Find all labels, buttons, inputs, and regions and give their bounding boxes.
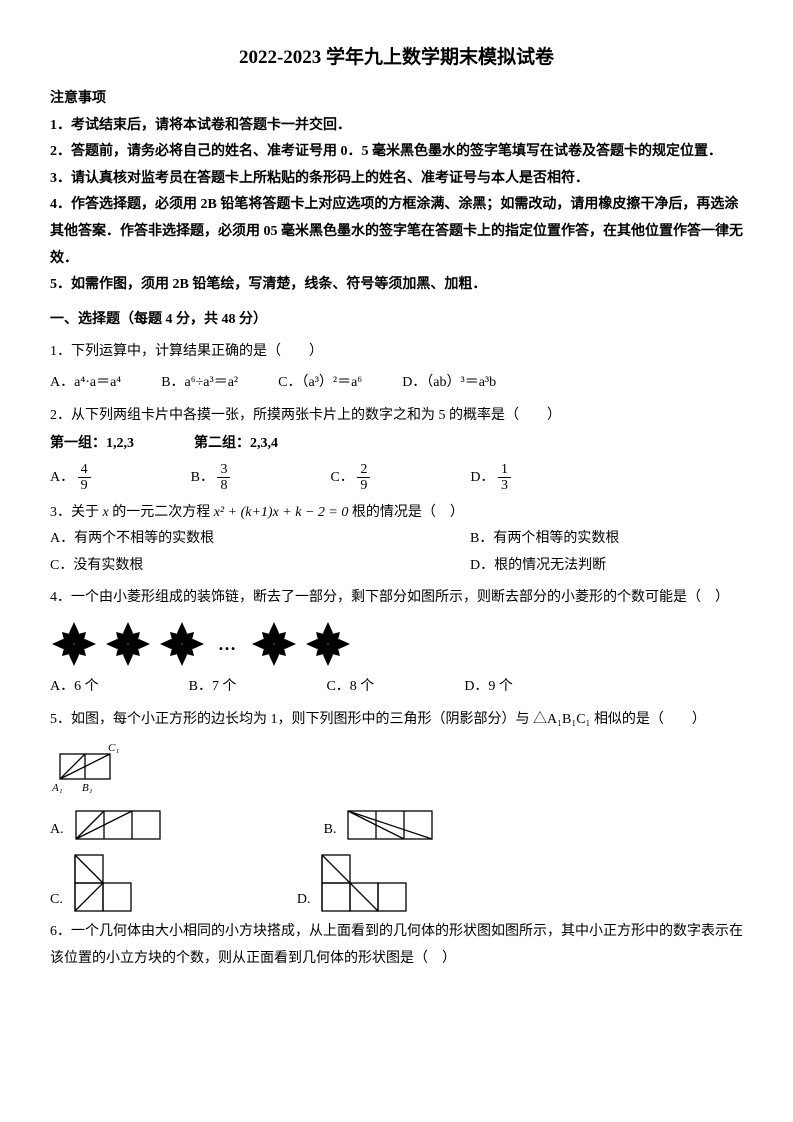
opt-label: C． [330, 470, 353, 485]
rhombus-cluster-icon [50, 620, 98, 668]
opt-label: B. [324, 817, 337, 844]
notice-line: 5．如需作图，须用 2B 铅笔绘，写清楚，线条、符号等须加黑、加粗． [50, 272, 743, 299]
q2-options: A． 49 B． 38 C． 29 D． 13 [50, 462, 743, 494]
q5-opt-c: C. [50, 853, 137, 913]
q3-opt-d: D．根的情况无法判断 [470, 553, 670, 580]
q3-pre: 3．关于 [50, 505, 103, 520]
q5-fig-b-icon [346, 809, 436, 843]
q5-opt-d: D. [297, 853, 411, 913]
q3-eq: x² + (k+1)x + k − 2 = 0 [214, 505, 349, 520]
q5-stem: 5．如图，每个小正方形的边长均为 1，则下列图形中的三角形（阴影部分）与 △A₁… [50, 707, 743, 734]
label-a1: A₁ [51, 782, 63, 794]
q5-fig-d-icon [320, 853, 410, 913]
q4-opt-b: B．7 个 [189, 674, 237, 701]
ellipsis-icon: … [218, 627, 238, 661]
q2-groups: 第一组：1,2,3 第二组：2,3,4 [50, 431, 743, 458]
question-3: 3．关于 x 的一元二次方程 x² + (k+1)x + k − 2 = 0 根… [50, 500, 743, 580]
q5-pre: 5．如图，每个小正方形的边长均为 1，则下列图形中的三角形（阴影部分）与 [50, 712, 533, 727]
q1-stem: 1．下列运算中，计算结果正确的是（ ） [50, 339, 743, 366]
q4-opt-d: D．9 个 [464, 674, 513, 701]
q1-opt-d: D．（ab）³＝a³b [402, 370, 496, 397]
q3-mid: 的一元二次方程 [109, 505, 214, 520]
q4-figure: … [50, 620, 743, 668]
question-5: 5．如图，每个小正方形的边长均为 1，则下列图形中的三角形（阴影部分）与 △A₁… [50, 707, 743, 914]
q3-opt-a: A．有两个不相等的实数根 [50, 526, 250, 553]
q5-opt-a: A. [50, 809, 164, 843]
fraction-den: 9 [357, 478, 370, 493]
q1-opt-c: C．（a³）²＝a⁶ [278, 370, 362, 397]
opt-label: D． [470, 470, 494, 485]
opt-label: A. [50, 817, 64, 844]
q4-options: A．6 个 B．7 个 C．8 个 D．9 个 [50, 674, 743, 701]
q2-opt-c: C． 29 [330, 462, 370, 494]
fraction-num: 4 [78, 462, 91, 478]
rhombus-cluster-icon [304, 620, 352, 668]
q2-stem: 2．从下列两组卡片中各摸一张，所摸两张卡片上的数字之和为 5 的概率是（ ） [50, 403, 743, 430]
q5-row2: C. D. [50, 853, 743, 913]
fraction-num: 1 [498, 462, 511, 478]
q5-fig-c-icon [73, 853, 137, 913]
question-2: 2．从下列两组卡片中各摸一张，所摸两张卡片上的数字之和为 5 的概率是（ ） 第… [50, 403, 743, 494]
opt-label: C. [50, 887, 63, 914]
q3-options: A．有两个不相等的实数根 C．没有实数根 B．有两个相等的实数根 D．根的情况无… [50, 526, 743, 579]
rhombus-cluster-icon [104, 620, 152, 668]
q5-tri: △A₁B₁C₁ [533, 712, 590, 727]
q4-stem: 4．一个由小菱形组成的装饰链，断去了一部分，剩下部分如图所示，则断去部分的小菱形… [50, 585, 743, 612]
question-6: 6．一个几何体由大小相同的小方块搭成，从上面看到的几何体的形状图如图所示，其中小… [50, 919, 743, 972]
fraction-den: 8 [217, 478, 230, 493]
opt-label: B． [191, 470, 214, 485]
notice-line: 2．答题前，请务必将自己的姓名、准考证号用 0．5 毫米黑色墨水的签字笔填写在试… [50, 139, 743, 166]
opt-label: A． [50, 470, 74, 485]
page-title: 2022-2023 学年九上数学期末模拟试卷 [50, 40, 743, 76]
q2-group1: 第一组：1,2,3 [50, 431, 134, 458]
q1-options: A．a⁴·a＝a⁴ B．a⁶÷a³＝a² C．（a³）²＝a⁶ D．（ab）³＝… [50, 370, 743, 397]
q5-post: 相似的是（ ） [590, 712, 706, 727]
notice-line: 3．请认真核对监考员在答题卡上所粘贴的条形码上的姓名、准考证号与本人是否相符． [50, 166, 743, 193]
notice-line: 4．作答选择题，必须用 2B 铅笔将答题卡上对应选项的方框涂满、涂黑；如需改动，… [50, 192, 743, 272]
q3-opt-c: C．没有实数根 [50, 553, 250, 580]
q2-opt-b: B． 38 [191, 462, 231, 494]
notice-head: 注意事项 [50, 86, 743, 113]
notice-block: 注意事项 1．考试结束后，请将本试卷和答题卡一并交回． 2．答题前，请务必将自己… [50, 86, 743, 299]
q3-opt-b: B．有两个相等的实数根 [470, 526, 670, 553]
label-c1: C₁ [108, 742, 119, 754]
q4-opt-c: C．8 个 [326, 674, 374, 701]
fraction-num: 2 [357, 462, 370, 478]
fraction-den: 9 [78, 478, 91, 493]
q5-fig-a-icon [74, 809, 164, 843]
q3-stem: 3．关于 x 的一元二次方程 x² + (k+1)x + k − 2 = 0 根… [50, 500, 743, 527]
q5-opt-b: B. [324, 809, 437, 843]
q2-opt-d: D． 13 [470, 462, 511, 494]
q5-ref-figure: C₁ A₁ B₁ [50, 739, 743, 799]
fraction-den: 3 [498, 478, 511, 493]
fraction-num: 3 [217, 462, 230, 478]
rhombus-cluster-icon [158, 620, 206, 668]
q4-opt-a: A．6 个 [50, 674, 99, 701]
question-4: 4．一个由小菱形组成的装饰链，断去了一部分，剩下部分如图所示，则断去部分的小菱形… [50, 585, 743, 700]
q1-opt-a: A．a⁴·a＝a⁴ [50, 370, 121, 397]
q2-group2: 第二组：2,3,4 [194, 431, 278, 458]
q3-post: 根的情况是（ ） [348, 505, 464, 520]
section-head: 一、选择题（每题 4 分，共 48 分） [50, 307, 743, 334]
q6-stem: 6．一个几何体由大小相同的小方块搭成，从上面看到的几何体的形状图如图所示，其中小… [50, 919, 743, 972]
rhombus-cluster-icon [250, 620, 298, 668]
triangle-ref-icon: C₁ A₁ B₁ [50, 739, 140, 799]
label-b1: B₁ [82, 782, 93, 794]
q1-opt-b: B．a⁶÷a³＝a² [161, 370, 238, 397]
opt-label: D. [297, 887, 311, 914]
q2-opt-a: A． 49 [50, 462, 91, 494]
notice-line: 1．考试结束后，请将本试卷和答题卡一并交回． [50, 113, 743, 140]
question-1: 1．下列运算中，计算结果正确的是（ ） A．a⁴·a＝a⁴ B．a⁶÷a³＝a²… [50, 339, 743, 396]
q5-row1: A. B. [50, 809, 743, 843]
